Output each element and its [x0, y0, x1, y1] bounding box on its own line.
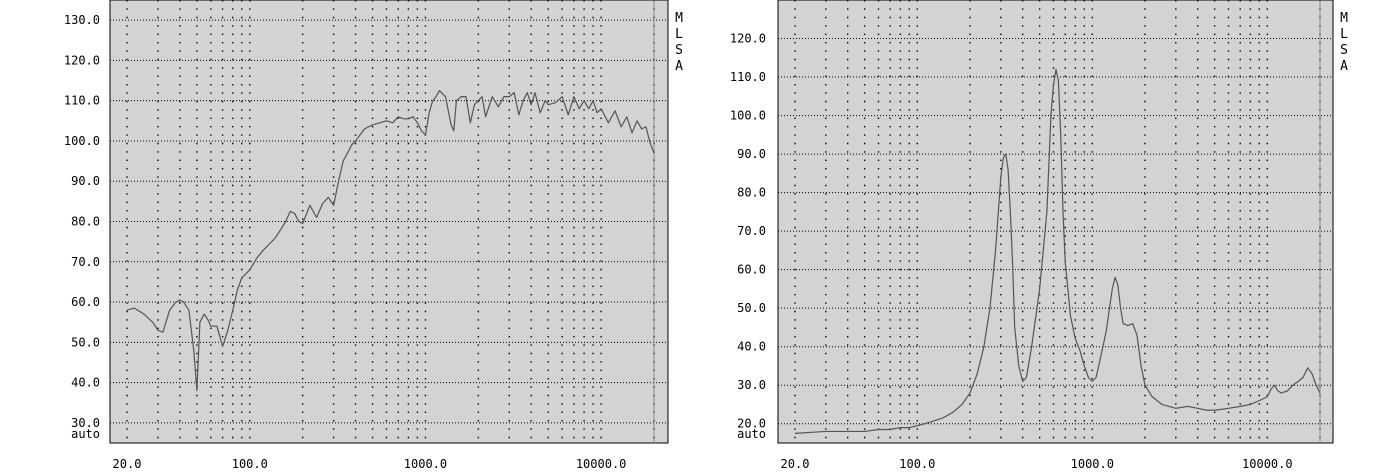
y-tick-label: 90.0 [71, 174, 100, 188]
chart-panel-right: 120.0 110.0 100.0 90.0 80.0 70.0 60.0 50.0 40.0 3… [730, 0, 1348, 471]
y-tick-label: 70.0 [71, 255, 100, 269]
plot-area [777, 0, 1334, 444]
y-tick-label: 40.0 [737, 340, 766, 354]
x-tick-label: 20.0 [781, 457, 810, 471]
y-tick-label: 100.0 [64, 134, 100, 148]
y-tick-label: 110.0 [730, 70, 766, 84]
y-tick-label: auto [71, 427, 100, 441]
side-label-letter: S [675, 43, 683, 58]
y-tick-label: 20.0 [737, 417, 766, 431]
series-line [126, 90, 655, 392]
y-tick-label: 130.0 [64, 13, 100, 27]
side-label-letter: L [675, 27, 683, 42]
x-tick-label: 10000.0 [1242, 457, 1293, 471]
side-label-letter: A [675, 59, 683, 74]
x-tick-label: 1000.0 [404, 457, 447, 471]
y-gridlines [110, 19, 668, 424]
side-label-letter: S [1340, 43, 1348, 58]
x-tick-label: 20.0 [113, 457, 142, 471]
x-tick-label: 1000.0 [1071, 457, 1114, 471]
y-tick-label: auto [737, 427, 766, 441]
y-tick-label: 100.0 [730, 109, 766, 123]
side-label-letter: A [1340, 59, 1348, 74]
side-label-letter: M [1340, 11, 1348, 26]
x-tick-label: 10000.0 [576, 457, 627, 471]
chart-panel-left: 130.0 120.0 110.0 100.0 90.0 80.0 70.0 60.0 50.0… [64, 0, 683, 471]
y-tick-label: 120.0 [64, 53, 100, 67]
y-tick-label: 90.0 [737, 147, 766, 161]
series-line [794, 68, 1321, 434]
y-tick-label: 30.0 [71, 416, 100, 430]
y-tick-label: 60.0 [71, 295, 100, 309]
y-tick-label: 110.0 [64, 94, 100, 108]
y-gridlines [778, 38, 1333, 425]
y-tick-label: 80.0 [737, 186, 766, 200]
y-tick-label: 80.0 [71, 215, 100, 229]
side-label-letter: M [675, 11, 683, 26]
y-tick-label: 40.0 [71, 376, 100, 390]
x-tick-label: 100.0 [232, 457, 268, 471]
x-tick-label: 100.0 [899, 457, 935, 471]
y-tick-label: 50.0 [737, 301, 766, 315]
y-tick-label: 30.0 [737, 378, 766, 392]
y-tick-label: 120.0 [730, 32, 766, 46]
y-tick-label: 50.0 [71, 335, 100, 349]
y-tick-label: 60.0 [737, 263, 766, 277]
side-label-letter: L [1340, 27, 1348, 42]
y-tick-label: 70.0 [737, 224, 766, 238]
